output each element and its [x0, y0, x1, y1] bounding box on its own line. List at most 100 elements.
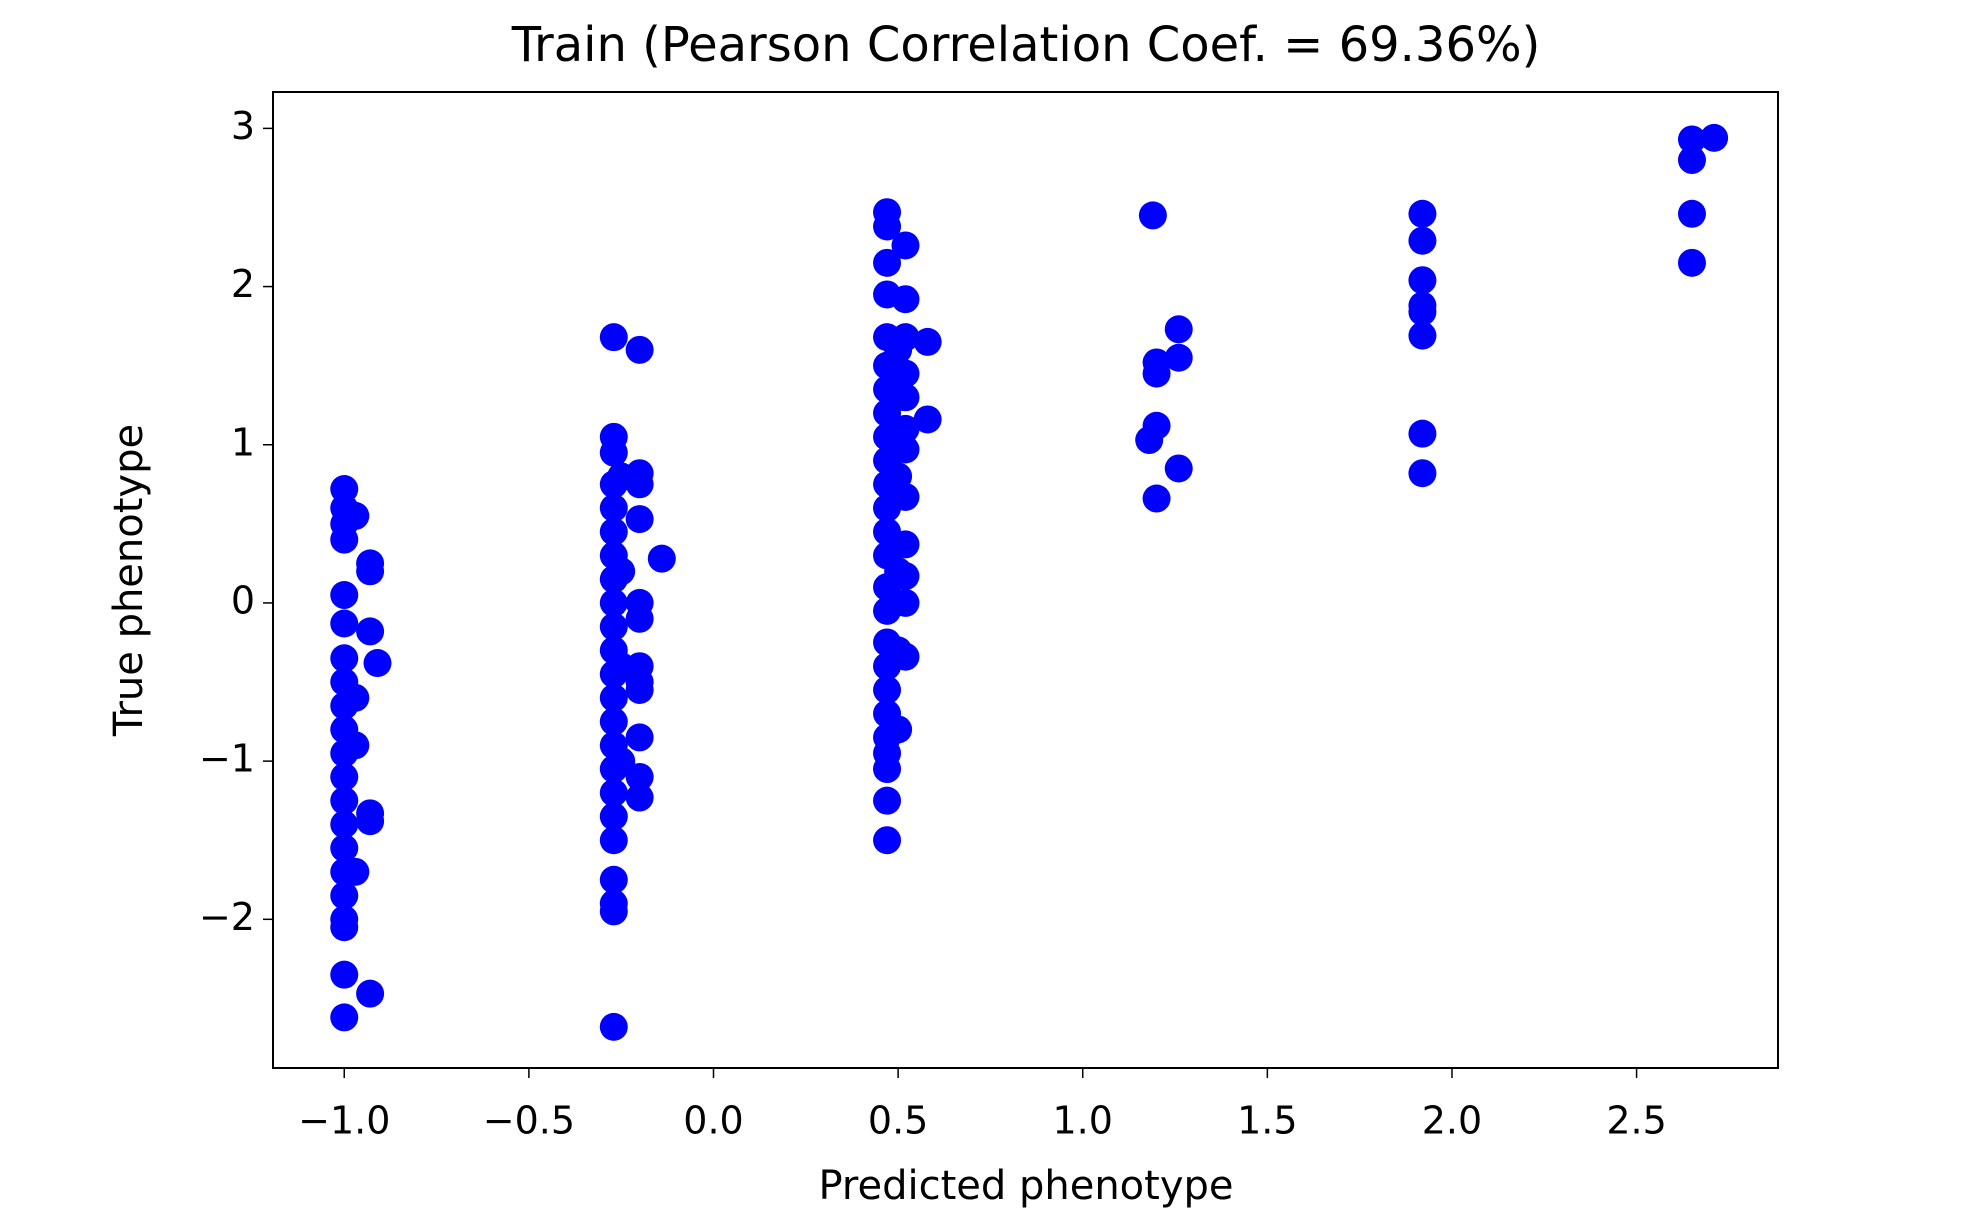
point [599, 683, 628, 712]
y-tick-label: 1 [231, 420, 255, 464]
point [873, 248, 902, 277]
point [913, 327, 942, 356]
point [356, 807, 385, 836]
point [625, 675, 654, 704]
point [599, 707, 628, 736]
point [1408, 226, 1437, 255]
point [625, 335, 654, 364]
point [356, 557, 385, 586]
x-tick-label: −1.0 [298, 1099, 390, 1143]
point [330, 810, 359, 839]
plot-frame [272, 91, 1779, 1069]
y-tick-label: −1 [199, 737, 255, 781]
point [1408, 459, 1437, 488]
point [891, 562, 920, 591]
point [1408, 266, 1437, 295]
point [330, 786, 359, 815]
point [891, 285, 920, 314]
point [1138, 201, 1167, 230]
point [599, 612, 628, 641]
point [599, 826, 628, 855]
point [599, 897, 628, 926]
point [891, 530, 920, 559]
point [330, 581, 359, 610]
point [891, 323, 920, 352]
point [1142, 359, 1171, 388]
point [625, 762, 654, 791]
point [891, 414, 920, 443]
point [873, 675, 902, 704]
point [356, 617, 385, 646]
point [330, 834, 359, 863]
x-tick-label: 2.5 [1606, 1099, 1666, 1143]
point [647, 544, 676, 573]
point [599, 494, 628, 523]
point [891, 435, 920, 464]
point [341, 683, 370, 712]
x-tick-label: 2.0 [1422, 1099, 1482, 1143]
point [625, 604, 654, 633]
point [625, 505, 654, 534]
point [884, 715, 913, 744]
point [891, 588, 920, 617]
point [1408, 419, 1437, 448]
point [891, 383, 920, 412]
point [341, 501, 370, 530]
point [1700, 123, 1729, 152]
x-tick-label: 0.0 [683, 1099, 743, 1143]
point [1677, 146, 1706, 175]
point [330, 762, 359, 791]
chart-title: Train (Pearson Correlation Coef. = 69.36… [511, 17, 1541, 73]
point [341, 857, 370, 886]
point [599, 323, 628, 352]
point [1135, 426, 1164, 455]
point [913, 405, 942, 434]
point [625, 783, 654, 812]
x-tick-label: −0.5 [483, 1099, 575, 1143]
point [1408, 321, 1437, 350]
point [599, 802, 628, 831]
point [891, 359, 920, 388]
point [891, 482, 920, 511]
point [599, 588, 628, 617]
point [1408, 297, 1437, 326]
point [1164, 454, 1193, 483]
x-tick-label: 1.0 [1053, 1099, 1113, 1143]
point [1408, 199, 1437, 228]
point [1677, 199, 1706, 228]
point [330, 525, 359, 554]
y-axis-label: True phenotype [106, 424, 152, 737]
point [1677, 125, 1706, 154]
y-tick-label: 3 [231, 104, 255, 148]
point [330, 609, 359, 638]
point [330, 1003, 359, 1032]
x-axis-label: Predicted phenotype [818, 1163, 1233, 1209]
point [607, 557, 636, 586]
point [625, 470, 654, 499]
point [599, 1012, 628, 1041]
point [330, 960, 359, 989]
point [873, 826, 902, 855]
point [1142, 484, 1171, 513]
point [891, 642, 920, 671]
point [873, 786, 902, 815]
point [1677, 248, 1706, 277]
x-tick-label: 1.5 [1237, 1099, 1297, 1143]
point [1164, 315, 1193, 344]
point [356, 979, 385, 1008]
point [363, 649, 392, 678]
point [625, 723, 654, 752]
y-tick-label: 2 [231, 262, 255, 306]
point [891, 231, 920, 260]
x-tick-label: 0.5 [868, 1099, 928, 1143]
point [330, 881, 359, 910]
point [330, 644, 359, 673]
point [330, 913, 359, 942]
point [599, 438, 628, 467]
point [1164, 343, 1193, 372]
y-tick-label: 0 [231, 578, 255, 622]
point [607, 747, 636, 776]
point [341, 731, 370, 760]
